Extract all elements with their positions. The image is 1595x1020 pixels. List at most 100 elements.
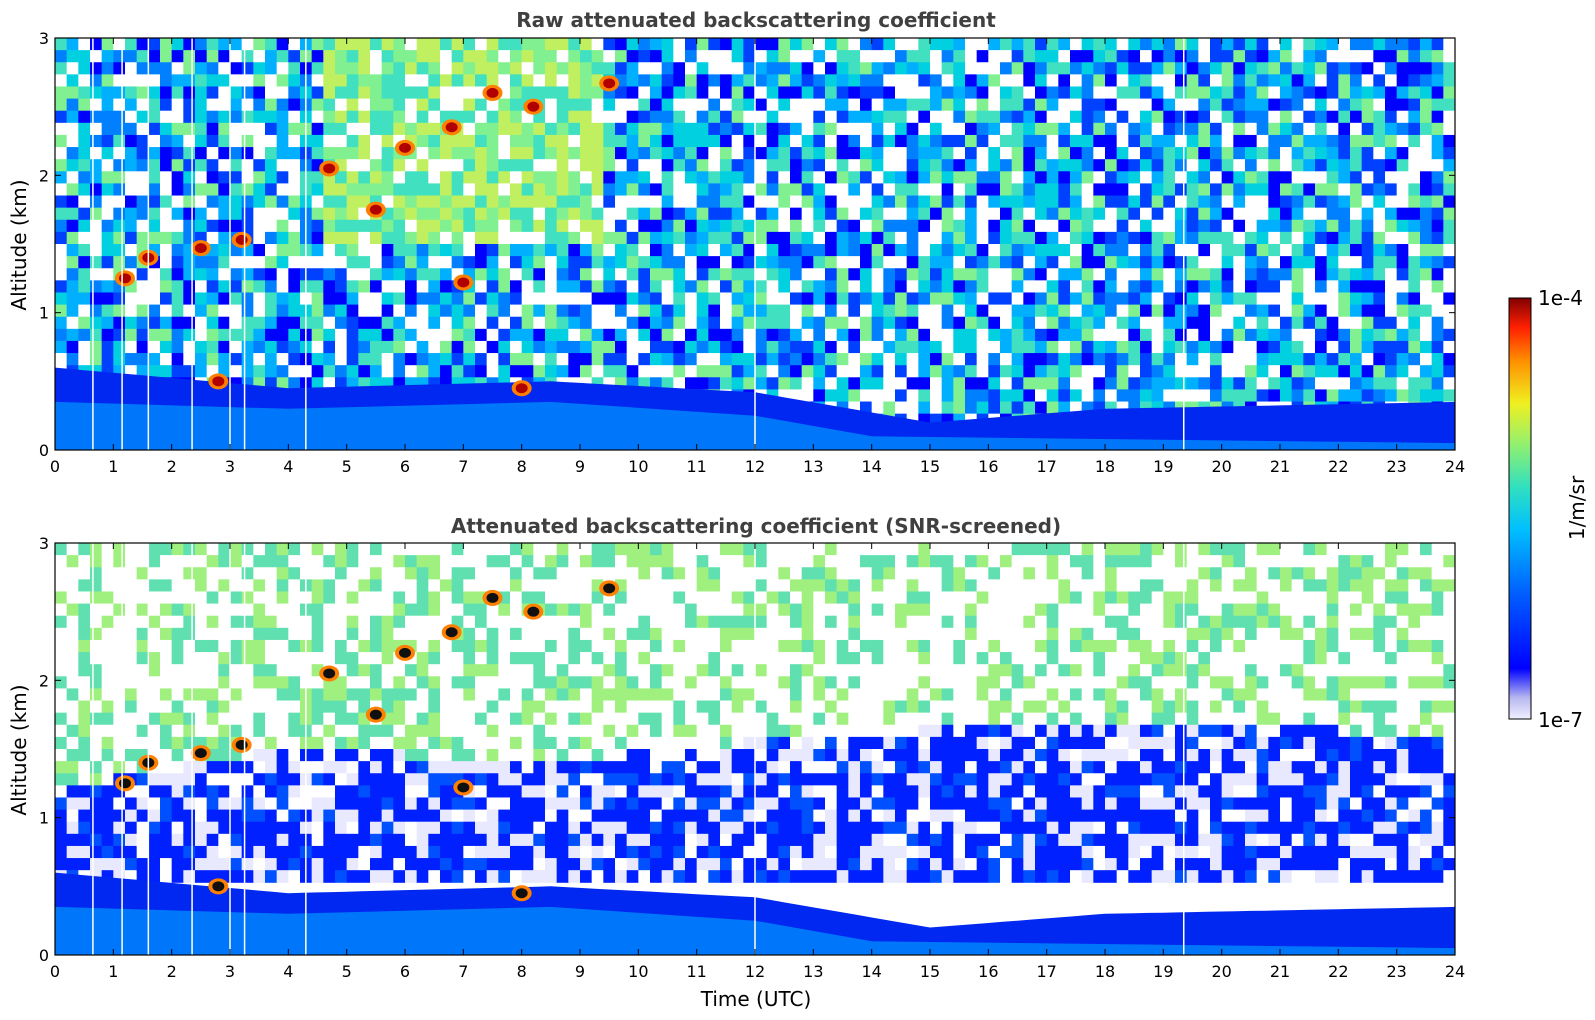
noise-cell: [1280, 316, 1293, 330]
noise-cell: [626, 38, 639, 51]
noise-cell: [78, 110, 91, 124]
noise-cell: [440, 183, 453, 197]
noise-cell: [335, 639, 348, 653]
noise-cell: [1431, 122, 1444, 136]
noise-cell: [171, 365, 184, 378]
noise-cell: [1163, 328, 1176, 342]
noise-cell: [148, 543, 161, 556]
noise-cell: [918, 353, 931, 366]
noise-cell: [323, 147, 336, 160]
noise-cell: [743, 122, 756, 136]
noise-cell: [941, 38, 954, 51]
noise-cell: [1268, 134, 1281, 148]
noise-cell: [1151, 110, 1164, 124]
noise-cell: [521, 147, 534, 160]
noise-cell: [183, 664, 196, 677]
noise-cell: [451, 304, 464, 318]
noise-cell: [580, 340, 593, 354]
noise-cell: [440, 38, 453, 51]
noise-cell: [265, 353, 278, 366]
noise-cell: [90, 244, 103, 257]
noise-cell: [860, 62, 873, 75]
x-tick-label: 23: [1386, 457, 1406, 476]
noise-cell: [241, 268, 254, 281]
noise-cell: [1186, 377, 1199, 390]
noise-cell: [1046, 207, 1059, 221]
noise-cell: [883, 74, 896, 87]
noise-cell: [650, 219, 663, 233]
noise-cell: [276, 195, 289, 209]
noise-cell: [78, 171, 91, 184]
noise-cell: [673, 195, 686, 209]
noise-cell: [953, 38, 966, 51]
noise-cell: [615, 50, 628, 63]
noise-cell: [195, 761, 208, 774]
noise-cell: [1361, 207, 1374, 221]
noise-cell: [1186, 365, 1199, 378]
noise-cell: [883, 134, 896, 148]
noise-cell: [836, 304, 849, 318]
noise-cell: [1023, 171, 1036, 184]
noise-cell: [113, 183, 126, 197]
noise-cell: [171, 700, 184, 714]
noise-cell: [416, 256, 429, 269]
noise-cell: [160, 62, 173, 75]
noise-cell: [346, 171, 359, 184]
noise-cell: [1221, 244, 1234, 257]
noise-cell: [1373, 268, 1386, 281]
noise-cell: [160, 870, 173, 883]
noise-cell: [90, 110, 103, 124]
noise-cell: [323, 377, 336, 390]
noise-cell: [1163, 122, 1176, 136]
noise-cell: [323, 567, 336, 580]
noise-cell: [1256, 159, 1269, 172]
noise-cell: [370, 292, 383, 306]
noise-cell: [253, 809, 266, 823]
noise-cell: [615, 147, 628, 160]
noise-cell: [510, 50, 523, 63]
noise-cell: [965, 74, 978, 87]
noise-cell: [1315, 316, 1328, 330]
noise-cell: [55, 328, 68, 342]
noise-cell: [1198, 122, 1211, 136]
noise-cell: [743, 365, 756, 378]
noise-cell: [218, 579, 231, 592]
noise-cell: [1128, 389, 1141, 403]
noise-cell: [160, 365, 173, 378]
noise-cell: [335, 280, 348, 293]
noise-cell: [895, 38, 908, 51]
noise-cell: [451, 38, 464, 51]
noise-cell: [101, 207, 114, 221]
noise-cell: [953, 268, 966, 281]
noise-cell: [1046, 268, 1059, 281]
noise-cell: [1291, 292, 1304, 306]
noise-cell: [1361, 134, 1374, 148]
noise-cell: [1268, 147, 1281, 160]
noise-cell: [673, 377, 686, 390]
noise-cell: [1175, 377, 1188, 390]
noise-cell: [1385, 207, 1398, 221]
noise-cell: [1431, 147, 1444, 160]
noise-cell: [708, 316, 721, 330]
noise-cell: [860, 256, 873, 269]
noise-cell: [358, 328, 371, 342]
noise-cell: [836, 377, 849, 390]
noise-cell: [1256, 292, 1269, 306]
noise-cell: [848, 292, 861, 306]
noise-cell: [1338, 280, 1351, 293]
noise-cell: [1093, 171, 1106, 184]
noise-cell: [206, 231, 219, 245]
noise-cell: [241, 543, 254, 556]
noise-cell: [533, 328, 546, 342]
noise-cell: [510, 365, 523, 378]
noise-cell: [1140, 268, 1153, 281]
noise-cell: [1221, 219, 1234, 233]
noise-cell: [1058, 122, 1071, 136]
noise-cell: [253, 50, 266, 63]
noise-cell: [101, 736, 114, 750]
noise-cell: [1140, 122, 1153, 136]
noise-cell: [253, 134, 266, 148]
noise-cell: [241, 870, 254, 883]
noise-cell: [475, 304, 488, 318]
noise-cell: [311, 147, 324, 160]
